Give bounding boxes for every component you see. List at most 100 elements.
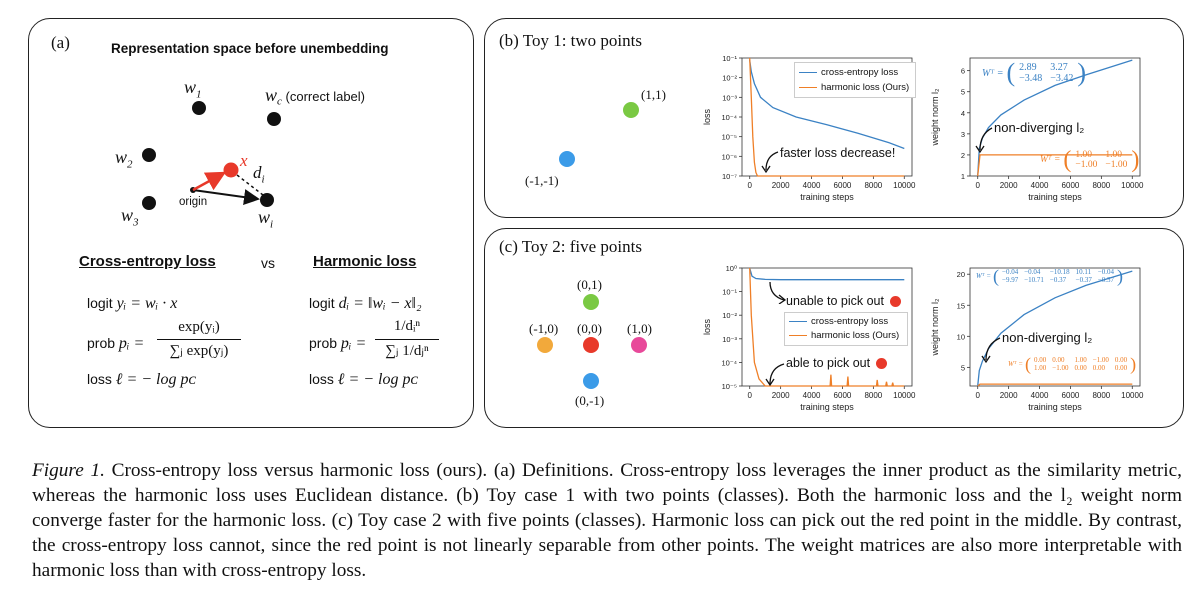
toy2-matrix-harmonic: Wᵀ =( 0.00 0.00 1.00 −1.00 0.00 1.00 −1.00 0.00… [1008,354,1137,374]
faster-loss-arrow [761,151,779,174]
panel-a-label: (a) [51,33,70,52]
panel-c-label: (c) Toy 2: five points [499,237,642,256]
toy1-matrix-ce: Wᵀ =( 2.89 3.27 −3.48 −3.42 ) [982,58,1087,87]
toy1-point-neg1-neg1 [559,151,575,167]
point-wc [267,112,281,126]
x-tick-label: 4000 [1031,181,1049,190]
toy2-point-1-0 [631,337,647,353]
x-tick-label: 8000 [1092,391,1110,400]
x-tick-label: 6000 [834,391,852,400]
x-tick-label: 0 [976,181,981,190]
x-tick-label: 0 [748,391,753,400]
toy1-non-diverging-annotation: non-diverging l₂ [994,120,1085,135]
point-w1 [192,101,206,115]
ce-prob-formula: prob pᵢ = [87,335,145,352]
figure-caption: Figure 1. Cross-entropy loss versus harm… [32,458,1182,583]
series-line-cross-entropy-loss [749,59,905,150]
y-tick-label: 10⁻³ [722,335,737,344]
x-tick-label: 2000 [772,391,790,400]
x-tick-label: 2000 [772,181,790,190]
chart-b-norm: 0 2000 4000 6000 8000 10000 1 2 3 4 5 6 training ste… [930,57,1144,202]
chart-c-loss-legend: cross-entropy loss harmonic loss (Ours) [784,312,908,346]
x-tick-label: 10000 [1121,181,1144,190]
harmonic-heading: Harmonic loss [313,253,417,270]
ce-fraction-bar [157,339,241,340]
x-tick-label: 10000 [893,181,916,190]
toy2-label-0-0: (0,0) [577,321,602,336]
chart-b-loss-legend: cross-entropy loss harmonic loss (Ours) [794,62,916,98]
toy2-label-neg1-0: (-1,0) [529,321,559,336]
ce-logit-formula: logit yᵢ = wᵢ · x [87,295,178,312]
y-tick-label: 5 [961,363,965,372]
y-tick-label: 10⁻³ [722,93,737,102]
y-tick-label: 10⁻² [722,74,737,83]
y-tick-label: 10⁻² [722,311,737,320]
x-tick-label: 8000 [864,391,882,400]
toy2-point-neg1-0 [537,337,553,353]
toy2-label-0-neg1: (0,-1) [575,393,605,408]
point-w2 [142,148,156,162]
toy1-norm-arrow [975,127,993,154]
x-tick-label: 0 [976,391,981,400]
y-axis-label: weight norm l₂ [930,88,940,147]
x-axis-label: training steps [1028,192,1082,202]
y-tick-label: 10 [957,332,965,341]
toy2-point-0-0 [583,337,599,353]
y-tick-label: 3 [961,130,965,139]
harmonic-prob-numerator: 1/dᵢⁿ [393,318,421,334]
ce-loss-formula: loss ℓ = − log pᴄ [87,371,196,388]
y-tick-label: 10⁻⁵ [722,133,737,142]
vs-label: vs [261,255,275,271]
panel-a-definitions: (a) Representation space before unembedd… [28,18,474,428]
y-tick-label: 10⁻¹ [722,54,737,63]
y-tick-label: 10⁻⁷ [722,172,737,181]
toy2-point-0-1 [583,294,599,310]
faster-loss-annotation: faster loss decrease! [780,146,896,160]
series-line-harmonic-loss-ours- [977,383,1133,387]
x-tick-label: 8000 [1092,181,1110,190]
x-tick-label: 4000 [1031,391,1049,400]
y-tick-label: 15 [957,301,965,310]
toy2-label-1-0: (1,0) [627,321,652,336]
y-tick-label: 10⁻⁵ [722,382,737,391]
y-axis-label: loss [702,109,712,126]
chart-c-norm: 0 2000 4000 6000 8000 10000 5 10 15 20 training st… [930,267,1144,412]
red-point-marker [890,295,901,307]
y-axis-label: weight norm l₂ [930,298,940,357]
toy1-label-neg1-neg1: (-1,-1) [525,173,559,188]
y-tick-label: 1 [961,172,965,181]
chart-b-loss: 0 2000 4000 6000 8000 10000 10⁻⁷ 10⁻⁶ 10⁻⁵ 10⁻⁴ 10… [702,54,916,202]
ce-heading: Cross-entropy loss [79,253,216,270]
x-tick-label: 2000 [1000,181,1018,190]
chart-c-loss: 0 2000 4000 6000 8000 10000 10⁻⁵ 10⁻⁴ 10⁻³ 10⁻² 10… [702,264,916,412]
point-x [223,162,239,178]
vector-wi [192,189,260,206]
y-tick-label: 5 [961,88,965,97]
vector-x [192,171,227,192]
toy2-matrix-ce: Wᵀ =( −0.04 −0.04 −10.18 10.11 −0.04 −9.97 −10… [976,266,1124,286]
x-tick-label: 8000 [864,181,882,190]
x-axis-label: training steps [800,402,854,412]
red-point-marker [876,357,888,369]
series-line-cross-entropy-loss [749,267,905,281]
x-axis-label: training steps [800,192,854,202]
series-line-harmonic-loss-ours- [977,154,1133,177]
toy1-matrix-harmonic: Wᵀ =( 1.00 1.00 −1.00 −1.00 ) [1040,147,1140,173]
y-tick-label: 10⁻⁶ [722,152,737,161]
series-line-harmonic-loss-ours- [749,57,905,177]
harmonic-logit-formula: logit dᵢ = ‖wᵢ − x‖₂ [309,295,422,312]
able-to-pick-out-annotation: able to pick out [786,356,888,370]
legend-entry-ce: cross-entropy loss [789,315,903,329]
y-tick-label: 4 [961,109,965,118]
x-tick-label: 0 [748,181,753,190]
point-w3 [142,196,156,210]
legend-entry-harmonic: harmonic loss (Ours) [789,329,903,343]
y-tick-label: 2 [961,151,965,160]
wi-label: wi [258,207,274,231]
y-tick-label: 10⁻⁴ [721,113,737,122]
toy2-point-0-neg1 [583,373,599,389]
toy2-norm-arrow [981,337,1001,364]
x-tick-label: 10000 [893,391,916,400]
ce-prob-denominator: ∑ⱼ exp(yⱼ) [169,343,229,359]
toy1-points-plot [559,102,639,167]
